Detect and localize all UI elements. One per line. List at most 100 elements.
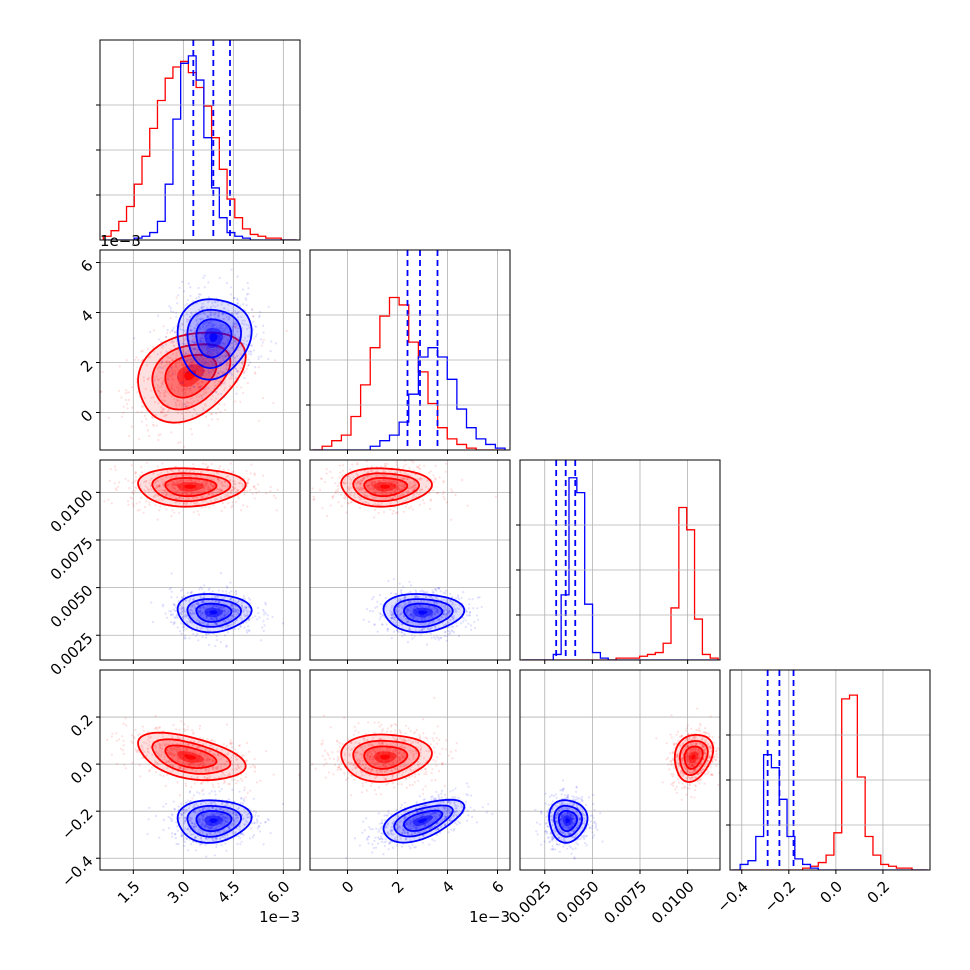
scatter-point bbox=[146, 348, 150, 351]
scatter-point bbox=[212, 478, 215, 481]
scatter-point bbox=[218, 605, 221, 608]
scatter-point bbox=[175, 296, 178, 299]
scatter-point bbox=[173, 487, 176, 490]
scatter-point bbox=[184, 352, 187, 355]
scatter-point bbox=[183, 387, 186, 391]
scatter-point bbox=[156, 495, 160, 498]
scatter-point bbox=[461, 478, 464, 482]
scatter-point bbox=[190, 474, 193, 477]
scatter-point bbox=[231, 330, 234, 333]
scatter-point bbox=[209, 483, 212, 486]
scatter-point bbox=[246, 611, 249, 615]
scatter-point bbox=[234, 341, 237, 344]
scatter-point bbox=[186, 620, 189, 623]
scatter-point bbox=[215, 397, 218, 400]
scatter-point bbox=[122, 722, 125, 726]
scatter-point bbox=[184, 334, 188, 337]
scatter-point bbox=[211, 349, 214, 352]
scatter-point bbox=[230, 492, 233, 495]
scatter-point bbox=[201, 360, 204, 363]
scatter-point bbox=[159, 351, 162, 354]
scatter-point bbox=[191, 612, 195, 615]
scatter-point bbox=[191, 604, 194, 607]
scatter-point bbox=[444, 592, 447, 595]
scatter-point bbox=[219, 496, 222, 499]
scatter-point bbox=[147, 488, 150, 491]
scatter-point bbox=[203, 368, 206, 372]
scatter-point bbox=[231, 604, 234, 608]
scatter-point bbox=[245, 609, 248, 612]
panel-frame bbox=[729, 669, 931, 871]
scatter-point bbox=[216, 352, 219, 355]
scatter-point bbox=[192, 360, 195, 363]
scatter-point bbox=[219, 641, 222, 644]
scatter-point bbox=[148, 490, 151, 494]
scatter-point bbox=[175, 405, 178, 408]
scatter-point bbox=[203, 370, 206, 373]
scatter-point bbox=[240, 386, 243, 389]
scatter-point bbox=[226, 625, 229, 629]
scatter-point bbox=[215, 471, 218, 474]
scatter-point bbox=[233, 488, 236, 491]
scatter-point bbox=[266, 614, 269, 617]
scatter-point bbox=[402, 510, 405, 513]
scatter-point bbox=[192, 732, 195, 735]
contour-series-1-level-1 bbox=[186, 308, 243, 370]
scatter-point bbox=[147, 376, 151, 379]
scatter-point bbox=[172, 623, 175, 626]
scatter-point bbox=[177, 470, 181, 473]
scatter-point bbox=[256, 618, 259, 621]
scatter-point bbox=[170, 475, 173, 478]
scatter-point bbox=[221, 484, 224, 487]
scatter-point bbox=[183, 445, 186, 448]
scatter-point bbox=[166, 360, 169, 363]
scatter-point bbox=[159, 433, 162, 436]
scatter-point bbox=[232, 610, 235, 613]
scatter-point bbox=[156, 378, 160, 381]
scatter-point bbox=[178, 404, 181, 407]
scatter-point bbox=[181, 492, 184, 495]
scatter-point bbox=[168, 370, 171, 373]
scatter-point bbox=[272, 773, 275, 776]
scatter-point bbox=[221, 312, 224, 315]
scatter-point bbox=[329, 504, 332, 507]
scatter-point bbox=[197, 386, 200, 389]
scatter-point bbox=[170, 610, 173, 613]
scatter-point bbox=[229, 372, 232, 375]
scatter-point bbox=[231, 327, 234, 330]
scatter-point bbox=[222, 609, 225, 612]
scatter-point bbox=[180, 607, 183, 610]
scatter-point bbox=[445, 501, 448, 504]
scatter-point bbox=[207, 351, 210, 354]
scatter-point bbox=[387, 457, 389, 459]
scatter-point bbox=[153, 482, 156, 485]
scatter-point bbox=[192, 501, 195, 504]
scatter-point bbox=[212, 785, 215, 789]
scatter-point bbox=[425, 590, 429, 594]
scatter-point bbox=[207, 493, 210, 496]
scatter-point bbox=[153, 401, 157, 404]
scatter-point bbox=[175, 311, 178, 314]
scatter-point bbox=[173, 369, 176, 372]
scatter-point bbox=[247, 610, 250, 613]
scatter-point bbox=[235, 613, 238, 616]
scatter-point bbox=[331, 496, 334, 499]
scatter-point bbox=[376, 630, 379, 633]
scatter-point bbox=[281, 622, 285, 625]
scatter-point bbox=[155, 375, 158, 378]
scatter-point bbox=[183, 729, 187, 732]
scatter-point bbox=[178, 286, 181, 289]
scatter-point bbox=[207, 387, 210, 390]
scatter-point bbox=[252, 328, 255, 331]
scatter-point bbox=[150, 396, 153, 399]
scatter-point bbox=[189, 389, 192, 392]
scatter-point bbox=[161, 380, 164, 383]
scatter-point bbox=[120, 735, 124, 738]
scatter-point bbox=[205, 349, 208, 352]
scatter-point bbox=[211, 618, 214, 621]
scatter-point bbox=[97, 472, 99, 474]
scatter-point bbox=[170, 489, 173, 492]
scatter-point bbox=[215, 623, 218, 626]
scatter-point bbox=[191, 622, 194, 625]
scatter-point bbox=[185, 492, 188, 495]
